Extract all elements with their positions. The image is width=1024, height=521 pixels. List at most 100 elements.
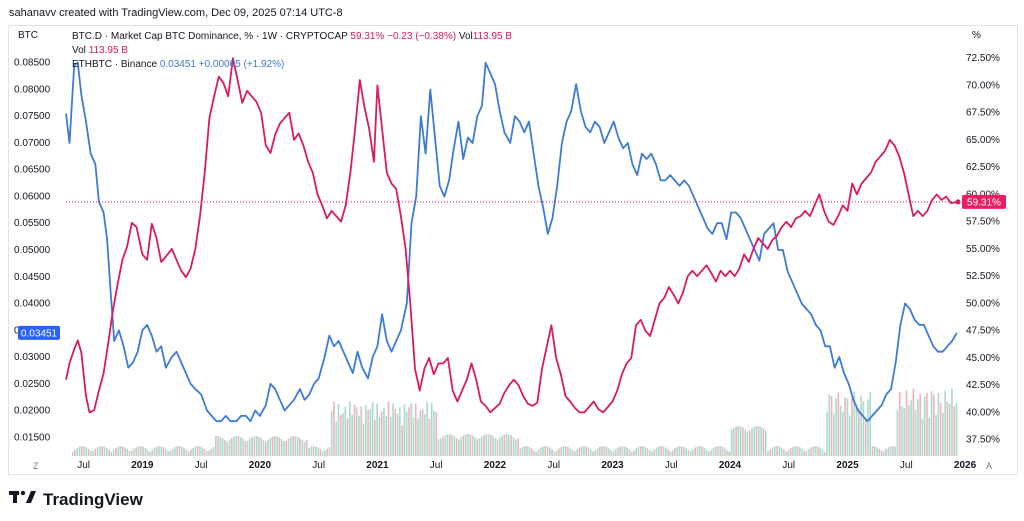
- volume-bar: [803, 450, 806, 456]
- volume-bar: [687, 450, 690, 456]
- volume-bar: [501, 435, 503, 456]
- volume-bar: [880, 450, 883, 456]
- volume-bar: [946, 401, 949, 456]
- x-tick-label: 2024: [719, 460, 742, 471]
- volume-bar: [283, 441, 285, 456]
- volume-bar: [94, 448, 97, 456]
- volume-bar: [317, 447, 319, 456]
- volume-bar: [721, 446, 724, 456]
- volume-bar: [510, 435, 512, 456]
- volume-bar: [726, 450, 728, 456]
- volume-bar: [271, 436, 274, 456]
- left-tick-label: 0.04000: [14, 299, 51, 310]
- volume-bar: [755, 426, 758, 456]
- volume-bar: [944, 390, 946, 456]
- volume-bar: [710, 450, 712, 456]
- volume-bar: [612, 451, 615, 456]
- volume-bar: [380, 411, 383, 456]
- left-price-badge-text: 0.03451: [21, 328, 58, 339]
- btc-dominance-line: [65, 57, 959, 414]
- volume-bar: [90, 450, 92, 456]
- left-tick-label: 0.06000: [14, 191, 51, 202]
- volume-bar: [871, 446, 874, 456]
- volume-bar: [412, 417, 415, 456]
- volume-bar: [360, 406, 363, 456]
- volume-bar: [537, 449, 540, 456]
- volume-bar: [885, 449, 887, 456]
- volume-bar: [349, 401, 351, 456]
- volume-bar: [133, 448, 135, 456]
- volume-bar: [115, 447, 117, 456]
- volume-bar: [819, 447, 822, 456]
- legend-ethbtc-row[interactable]: ETHBTC · Binance 0.03451 +0.00065 (+1.92…: [72, 58, 512, 72]
- legend-btcd-row[interactable]: BTC.D · Market Cap BTC Dominance, % · 1W…: [72, 30, 512, 44]
- right-tick-label: 37.50%: [966, 435, 1000, 446]
- volume-bar: [717, 446, 719, 456]
- volume-bar: [783, 449, 785, 456]
- right-tick-label: 42.50%: [966, 380, 1000, 391]
- right-tick-label: 45.00%: [966, 353, 1000, 364]
- volume-bar: [789, 448, 792, 456]
- tradingview-logo-icon: [9, 489, 37, 510]
- volume-bar: [544, 446, 547, 456]
- volume-bar: [433, 410, 435, 456]
- volume-bar: [339, 414, 342, 456]
- volume-bar: [237, 436, 240, 456]
- volume-bar: [642, 446, 644, 456]
- volume-bar: [424, 414, 426, 456]
- volume-bar: [821, 449, 824, 456]
- right-price-badge-text: 59.31%: [967, 197, 1001, 208]
- volume-bar: [344, 406, 347, 456]
- right-axis-title: %: [972, 30, 981, 41]
- volume-bar: [917, 399, 919, 456]
- volume-bar: [576, 449, 578, 456]
- volume-bar: [128, 450, 131, 456]
- volume-bar: [767, 451, 769, 456]
- volume-bar: [76, 447, 79, 456]
- volume-bar: [210, 448, 213, 456]
- volume-bar: [508, 434, 510, 456]
- volume-bar: [414, 403, 417, 456]
- volume-bar: [446, 434, 449, 456]
- volume-bar: [553, 451, 556, 456]
- left-tick-label: 0.04500: [14, 272, 51, 283]
- volume-bar: [212, 447, 215, 456]
- volume-bar: [130, 450, 133, 456]
- volume-bar: [385, 416, 388, 456]
- volume-bar: [74, 449, 76, 456]
- volume-bar: [328, 447, 331, 456]
- left-tick-label: 0.06500: [14, 165, 51, 176]
- volume-bar: [342, 412, 344, 456]
- volume-bar: [851, 397, 853, 456]
- volume-bar: [289, 437, 292, 456]
- tradingview-logo[interactable]: TradingView: [9, 489, 143, 510]
- volume-bar: [305, 439, 308, 456]
- volume-bar: [855, 404, 858, 456]
- volume-bar: [587, 447, 590, 456]
- left-tick-label: 0.07000: [14, 138, 51, 149]
- volume-bar: [955, 402, 958, 456]
- volume-bar: [258, 436, 260, 456]
- volume-bar: [512, 437, 515, 456]
- auto-scale-a[interactable]: A: [986, 461, 993, 471]
- volume-bar: [96, 447, 99, 456]
- zoom-toggle-z[interactable]: Z: [33, 461, 39, 471]
- tradingview-brand: TradingView: [43, 489, 143, 509]
- x-tick-label: 2021: [366, 460, 389, 471]
- volume-bar: [314, 446, 317, 456]
- volume-bar: [83, 446, 85, 456]
- volume-bar: [483, 434, 485, 456]
- volume-bar: [848, 415, 851, 456]
- volume-bar: [683, 446, 685, 456]
- right-tick-label: 55.00%: [966, 244, 1000, 255]
- volume-bar: [255, 436, 258, 456]
- volume-bar: [326, 448, 328, 456]
- volume-bar: [371, 402, 374, 456]
- volume-bar: [144, 448, 147, 456]
- volume-bar: [778, 446, 781, 456]
- volume-bar: [719, 446, 722, 456]
- legend-vol-row[interactable]: Vol 113.95 B: [72, 44, 512, 58]
- volume-bar: [610, 450, 612, 456]
- volume-bar: [519, 448, 522, 456]
